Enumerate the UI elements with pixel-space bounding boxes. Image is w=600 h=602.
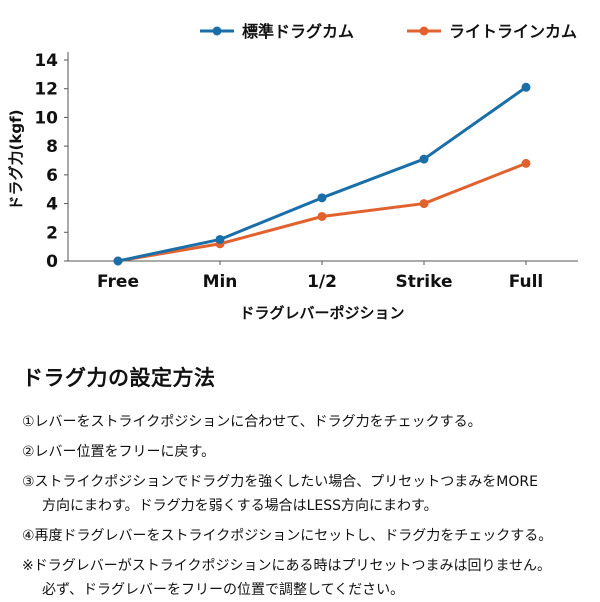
guide-step-text: ④再度ドラグレバーをストライクポジションにセットし、ドラグ力をチェックする。 [22,528,553,544]
guide-note: ※ドラグレバーがストライクポジションにある時はプリセットつまみは回りません。 必… [22,554,582,602]
y-axis: 0 2 4 6 8 10 12 14 [34,51,69,272]
x-tick-label: Full [509,272,544,292]
legend-label: 標準ドラグカム [242,22,354,41]
drag-setting-guide: ドラグ力の設定方法 ①レバーをストライクポジションに合わせて、ドラグ力をチェック… [22,362,582,602]
x-axis-label: ドラグレバーポジション [239,304,404,322]
chart-series [113,82,531,266]
guide-step-continuation: 方向にまわす。ドラグ力を弱くする場合はLESS方向にまわす。 [42,498,438,514]
guide-steps: ①レバーをストライクポジションに合わせて、ドラグ力をチェックする。 ②レバー位置… [22,410,582,548]
legend-swatch-marker [419,26,429,36]
y-tick-label: 4 [46,195,58,215]
legend-swatch-marker [212,26,222,36]
guide-note-continuation: 必ず、ドラグレバーをフリーの位置で調整してください。 [42,582,405,598]
x-tick-label: Strike [396,272,453,292]
guide-step-text: ②レバー位置をフリーに戻す。 [22,444,216,460]
guide-step: ③ストライクポジションでドラグ力を強くしたい場合、プリセットつまみをMORE 方… [22,470,582,518]
y-tick-label: 6 [46,166,58,186]
data-point [215,234,225,244]
data-point [521,158,531,168]
x-axis: Free Min 1/2 Strike Full [68,260,578,292]
x-tick-label: 1/2 [307,272,337,292]
data-point [521,82,531,92]
x-tick-label: Min [203,272,238,292]
chart-legend: 標準ドラグカム ライトラインカム [200,22,577,41]
y-tick-label: 10 [34,108,58,128]
y-tick-label: 2 [46,223,58,243]
y-tick-label: 0 [46,252,58,272]
data-point [419,199,429,209]
legend-label: ライトラインカム [449,22,577,41]
guide-step-text: ③ストライクポジションでドラグ力を強くしたい場合、プリセットつまみをMORE [22,474,538,490]
drag-force-line-chart: 標準ドラグカム ライトラインカム 0 2 4 6 8 10 12 14 Free Min 1/2 St… [7,22,578,322]
y-axis-label: ドラグ力(kgf) [7,110,25,211]
y-tick-label: 8 [46,137,58,157]
x-tick-label: Free [97,272,139,292]
data-point [317,211,327,221]
data-point [317,193,327,203]
y-tick-label: 14 [34,51,58,71]
data-point [113,256,123,266]
series-line [116,85,528,263]
y-tick-label: 12 [34,80,58,100]
guide-step: ②レバー位置をフリーに戻す。 [22,440,582,464]
data-point [419,154,429,164]
guide-step: ④再度ドラグレバーをストライクポジションにセットし、ドラグ力をチェックする。 [22,524,582,548]
guide-step-text: ①レバーをストライクポジションに合わせて、ドラグ力をチェックする。 [22,414,482,430]
guide-step: ①レバーをストライクポジションに合わせて、ドラグ力をチェックする。 [22,410,582,434]
guide-note-text: ※ドラグレバーがストライクポジションにある時はプリセットつまみは回りません。 [22,558,552,574]
guide-title: ドラグ力の設定方法 [22,366,216,390]
